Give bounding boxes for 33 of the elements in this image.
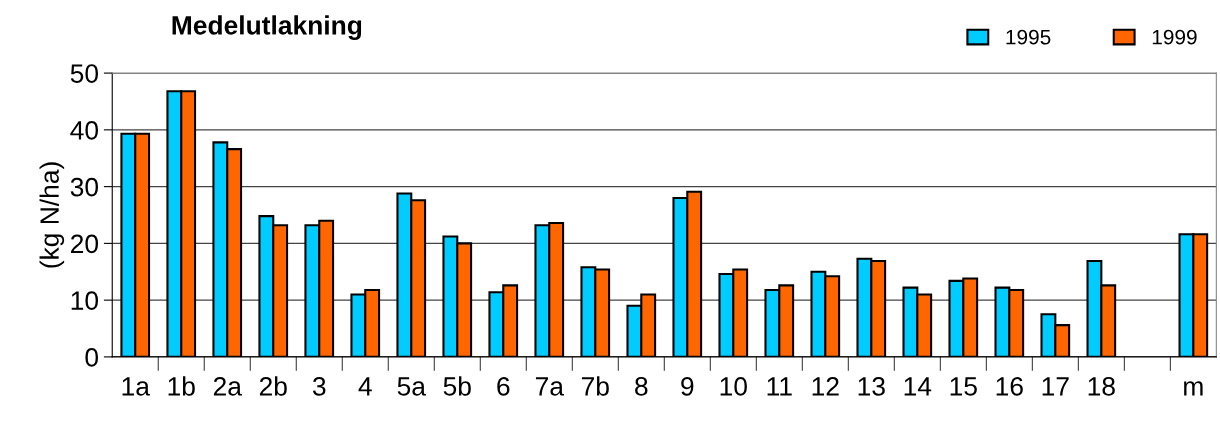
x-tick-label: 7a	[535, 377, 564, 396]
x-tick-label: 17	[1042, 377, 1069, 396]
x-tick-label: 16	[996, 377, 1023, 396]
x-tick-label: 9	[681, 377, 694, 396]
x-tick-label: 5a	[397, 377, 426, 396]
x-tick-label: 12	[812, 377, 839, 396]
y-tick-label: 30	[70, 177, 99, 197]
x-tick-label: 2b	[259, 376, 287, 396]
x-tick-label: 2a	[213, 377, 242, 396]
y-tick-label: 40	[70, 120, 99, 140]
x-tick-label: 3	[312, 377, 326, 396]
x-tick-label: 15	[950, 377, 977, 396]
x-tick-label: 7b	[581, 376, 609, 396]
x-tick-label: 5b	[443, 376, 471, 396]
legend-label: 1999	[1152, 29, 1197, 45]
y-axis-title: (kg N/ha)	[39, 162, 65, 268]
x-tick-label: 1b	[168, 376, 195, 396]
x-tick-label: 11	[767, 377, 792, 396]
x-tick-label: 6	[497, 377, 510, 396]
y-tick-label: 20	[71, 234, 99, 254]
legend-label: 1995	[1006, 29, 1051, 45]
x-tick-label: 18	[1088, 377, 1115, 396]
x-tick-label: 13	[858, 377, 885, 396]
chart-title: Medelutlakning	[172, 15, 362, 40]
x-tick-label: 10	[720, 377, 747, 396]
y-tick-label: 10	[71, 291, 99, 310]
x-tick-label: 1a	[122, 377, 150, 396]
x-tick-label: 14	[904, 377, 932, 396]
x-tick-label: m	[1184, 381, 1203, 396]
y-tick-label: 0	[85, 348, 99, 367]
y-tick-label: 50	[70, 64, 99, 83]
x-tick-label: 8	[635, 377, 648, 396]
x-tick-label: 4	[358, 377, 372, 396]
